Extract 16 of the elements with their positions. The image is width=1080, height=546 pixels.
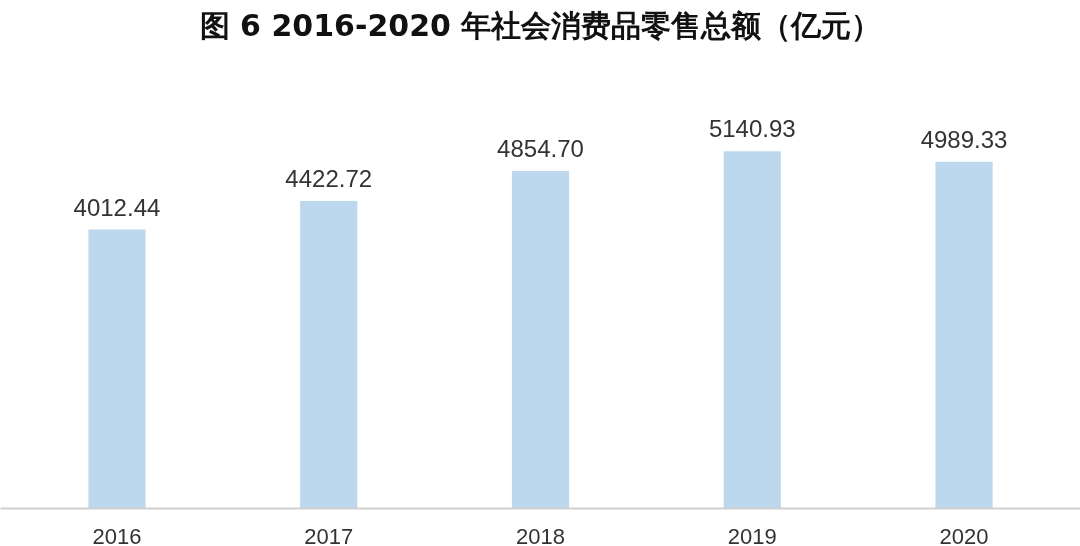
x-tick-label: 2019 [727, 523, 777, 546]
data-label: 4854.70 [497, 135, 584, 163]
data-label: 5140.93 [708, 115, 796, 143]
x-tick-label: 2016 [92, 523, 142, 546]
x-tick-label: 2017 [304, 523, 354, 546]
chart-title: 图 6 2016-2020 年社会消费品零售总额（亿元） [199, 7, 882, 43]
data-label: 4012.44 [73, 193, 161, 221]
bar [935, 161, 993, 509]
bar [511, 171, 570, 509]
bar [723, 151, 781, 509]
x-tick-label: 2020 [939, 523, 989, 546]
data-label: 4989.33 [920, 125, 1008, 153]
bar [88, 229, 146, 509]
data-label: 4422.72 [285, 165, 373, 193]
x-tick-label: 2018 [516, 523, 565, 546]
bar [300, 201, 358, 509]
